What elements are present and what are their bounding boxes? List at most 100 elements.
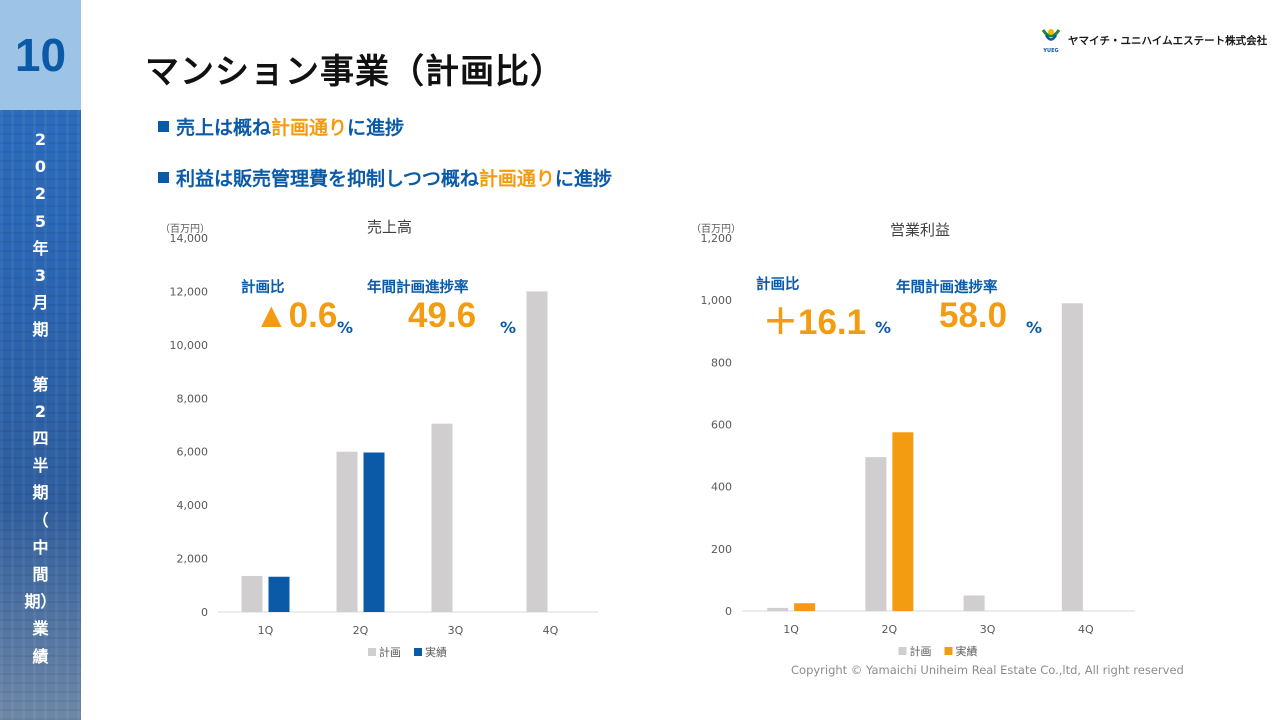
y-tick-label: 8,000 — [177, 392, 209, 405]
vertical-title-char: 四 — [32, 429, 49, 449]
page-number-box: 10 — [0, 0, 81, 110]
bar-plan-4q — [1061, 303, 1083, 611]
profit-chart: 0 200 400 600 800 1,000 1,200 1Q 2Q 3Q 4Q 計画 実績 — [701, 232, 1135, 658]
bullet-profit: 利益は販売管理費を抑制しつつ概ね 計画通り に進捗 — [158, 164, 612, 191]
profit-ratio-unit: % — [875, 318, 892, 337]
bullet-profit-post: に進捗 — [554, 168, 612, 190]
vertical-title-char: 期 — [32, 483, 49, 503]
vertical-title-char: 第 — [32, 374, 49, 394]
bar-plan-4q — [526, 291, 548, 612]
y-tick-label: 14,000 — [170, 232, 209, 245]
vertical-title-char: 2 — [34, 184, 47, 204]
profit-chart-unit: （百万円） — [691, 224, 741, 235]
legend-plan-swatch-icon — [898, 647, 907, 655]
company-name: ヤマイチ・ユニハイムエステート株式会社 — [1068, 34, 1268, 47]
y-tick-label: 600 — [711, 419, 732, 432]
sales-chart-title: 売上高 — [367, 218, 413, 236]
bar-plan-3q — [963, 595, 985, 611]
y-tick-label: 2,000 — [177, 553, 209, 566]
x-tick-label: 3Q — [980, 623, 996, 636]
bullet-sales-post: に進捗 — [347, 117, 405, 139]
page-number: 10 — [14, 29, 67, 81]
y-tick-label: 0 — [201, 606, 208, 619]
vertical-title-char: 半 — [32, 456, 49, 476]
profit-ratio-label: 計画比 — [756, 277, 800, 293]
copyright-text: Copyright © Yamaichi Uniheim Real Estate… — [791, 663, 1184, 677]
vertical-title-char: 績 — [32, 646, 49, 666]
bullet-marker-icon — [158, 121, 169, 132]
bar-plan-1q — [767, 607, 789, 611]
y-tick-label: 0 — [725, 605, 732, 618]
bar-plan-2q — [865, 457, 887, 611]
sales-progress-unit: % — [500, 318, 517, 337]
vertical-title-char: 年 — [32, 238, 49, 258]
y-tick-label: 1,200 — [701, 232, 733, 245]
sales-ratio-unit: % — [337, 318, 354, 337]
profit-chart-title: 営業利益 — [890, 221, 951, 239]
profit-progress-label: 年間計画進捗率 — [896, 280, 998, 296]
vertical-title-char: 間 — [32, 565, 49, 584]
bar-actual-2q — [363, 452, 385, 612]
bullet-profit-highlight: 計画通り — [478, 168, 555, 190]
bullet-sales-highlight: 計画通り — [271, 117, 348, 139]
bullet-marker-icon — [158, 172, 169, 183]
y-tick-label: 800 — [711, 356, 732, 369]
legend-actual-swatch-icon — [414, 648, 422, 656]
company-logo-icon: YUEG — [1040, 26, 1062, 54]
sales-progress-label: 年間計画進捗率 — [367, 280, 469, 296]
sales-progress-value: 49.6 — [408, 296, 477, 335]
legend-actual-swatch-icon — [944, 647, 953, 655]
x-tick-label: 3Q — [448, 624, 464, 637]
x-tick-label: 4Q — [1078, 623, 1094, 636]
profit-ratio-value: ＋16.1 — [763, 303, 867, 342]
bullet-sales: 売上は概ね 計画通り に進捗 — [158, 113, 404, 140]
profit-progress-value: 58.0 — [939, 296, 1008, 335]
legend-plan-label: 計画 — [910, 644, 932, 658]
vertical-title-char: 2 — [34, 401, 47, 421]
y-tick-label: 200 — [711, 543, 732, 556]
bar-plan-2q — [336, 451, 358, 612]
vertical-title-char: 期） — [24, 592, 57, 612]
bullet-profit-pre: 利益は販売管理費を抑制しつつ概ね — [176, 168, 479, 190]
vertical-title-char: 5 — [34, 211, 47, 231]
vertical-title-char — [38, 344, 44, 371]
bar-actual-1q — [794, 603, 816, 611]
logo-caption: YUEG — [1042, 48, 1058, 54]
legend-plan-label: 計画 — [379, 645, 401, 659]
legend-actual-label: 実績 — [425, 645, 447, 659]
x-tick-label: 1Q — [258, 624, 274, 637]
y-tick-label: 6,000 — [177, 446, 209, 459]
vertical-title-char: 3 — [34, 265, 47, 285]
bullet-sales-pre: 売上は概ね — [176, 117, 272, 139]
x-tick-label: 4Q — [543, 624, 559, 637]
vertical-title-char: （ — [32, 510, 49, 530]
x-tick-label: 1Q — [783, 623, 799, 636]
vertical-title-char: 業 — [32, 619, 49, 639]
y-tick-label: 12,000 — [170, 285, 209, 298]
bar-actual-1q — [268, 576, 290, 612]
bar-plan-1q — [241, 575, 263, 612]
vertical-title-char: 2 — [34, 130, 47, 149]
x-tick-label: 2Q — [882, 623, 898, 636]
legend-plan-swatch-icon — [368, 648, 376, 656]
profit-progress-unit: % — [1026, 318, 1043, 337]
y-tick-label: 1,000 — [701, 294, 733, 307]
vertical-title-char: 月 — [32, 293, 49, 313]
y-tick-label: 4,000 — [177, 499, 209, 512]
page-title: マンション事業（計画比） — [145, 52, 565, 92]
x-tick-label: 2Q — [353, 624, 369, 637]
bar-actual-2q — [892, 432, 914, 611]
legend-actual-label: 実績 — [956, 644, 978, 658]
vertical-title-char: 期 — [32, 320, 49, 340]
y-tick-label: 10,000 — [170, 339, 209, 352]
sales-ratio-value: ▲0.6 — [254, 296, 338, 335]
company-logo: YUEG ヤマイチ・ユニハイムエステート株式会社 — [1040, 26, 1267, 54]
sales-ratio-label: 計画比 — [241, 280, 285, 296]
sales-chart-unit: （百万円） — [160, 224, 210, 235]
vertical-title-char: 0 — [34, 157, 47, 177]
y-tick-label: 400 — [711, 481, 732, 494]
bar-plan-3q — [431, 423, 453, 612]
sales-chart: 0 2,000 4,000 6,000 8,000 10,000 12,000 14,000 1… — [170, 232, 598, 659]
